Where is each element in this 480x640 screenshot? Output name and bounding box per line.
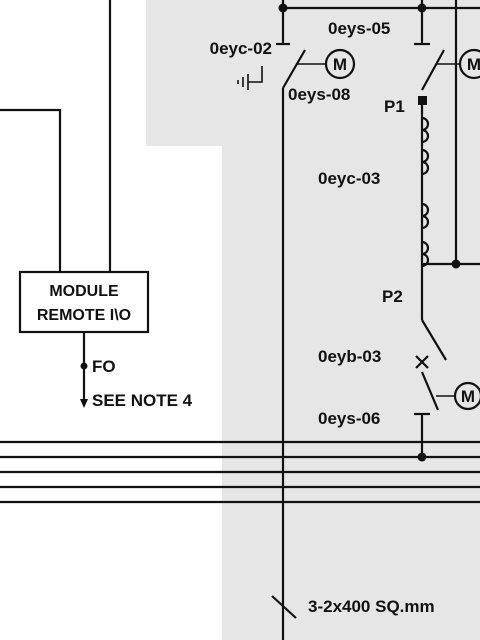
module-label-top: MODULE <box>49 283 119 300</box>
lower-bus-dot <box>417 452 427 462</box>
motor-right-icon <box>458 48 480 80</box>
breaker-s06-label: 0eys-06 <box>318 409 380 428</box>
module-label-bottom: REMOTE I\O <box>37 307 131 324</box>
breaker-c03-label: 0eyc-03 <box>318 169 380 188</box>
motor-left-icon <box>324 48 356 80</box>
shaded-region <box>146 0 480 640</box>
ct-coil-3-icon <box>421 202 430 230</box>
fo-junction-dot <box>80 362 88 370</box>
breaker-c02-blade <box>282 49 306 89</box>
lower-breaker-blade <box>421 319 447 361</box>
fo-arrow-icon <box>80 399 88 408</box>
ct-coil-2-icon <box>421 148 430 176</box>
cable-tick <box>271 595 297 619</box>
motor-right-label: M <box>467 55 480 74</box>
breaker-c02-label: 0eyc-02 <box>210 39 272 58</box>
ct-coil-1-icon <box>421 116 430 144</box>
p1-terminal <box>418 96 427 105</box>
p2-label: P2 <box>382 287 403 306</box>
fo-label: FO <box>92 357 116 376</box>
ct-tap-dot <box>451 259 461 269</box>
motor-lower-label: M <box>461 387 475 406</box>
motor-lower-icon <box>453 381 480 411</box>
cable-spec-label: 3-2x400 SQ.mm <box>308 597 435 616</box>
breaker-s08-label: 0eys-08 <box>288 85 350 104</box>
see-note-label: SEE NOTE 4 <box>92 391 193 410</box>
lower-breaker-blade-2 <box>420 371 440 411</box>
breaker-b03-label: 0eyb-03 <box>318 347 381 366</box>
breaker-s05-blade <box>421 49 445 91</box>
motor-left-label: M <box>333 55 347 74</box>
earth-symbol-icon <box>237 66 263 90</box>
breaker-s05-label: 0eys-05 <box>328 19 390 38</box>
breaker-b03-x-icon <box>415 355 429 369</box>
p1-label: P1 <box>384 97 405 116</box>
module-wire-left <box>0 108 62 272</box>
